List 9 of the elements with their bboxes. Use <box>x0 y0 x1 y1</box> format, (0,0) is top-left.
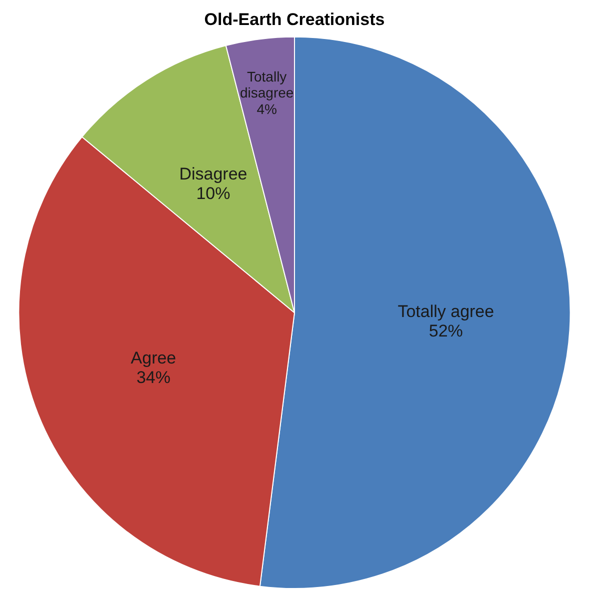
data-label: 52% <box>428 322 463 341</box>
slice-label: Totally disagree <box>240 68 294 101</box>
slice-label: Disagree <box>179 164 248 184</box>
data-label: 4% <box>256 100 277 117</box>
data-label: 34% <box>136 368 170 388</box>
slice-label: Agree <box>130 348 176 368</box>
data-label: 10% <box>196 184 230 204</box>
chart-title: Old-Earth Creationists <box>204 10 385 29</box>
slice-label: Totally agree <box>398 302 494 322</box>
